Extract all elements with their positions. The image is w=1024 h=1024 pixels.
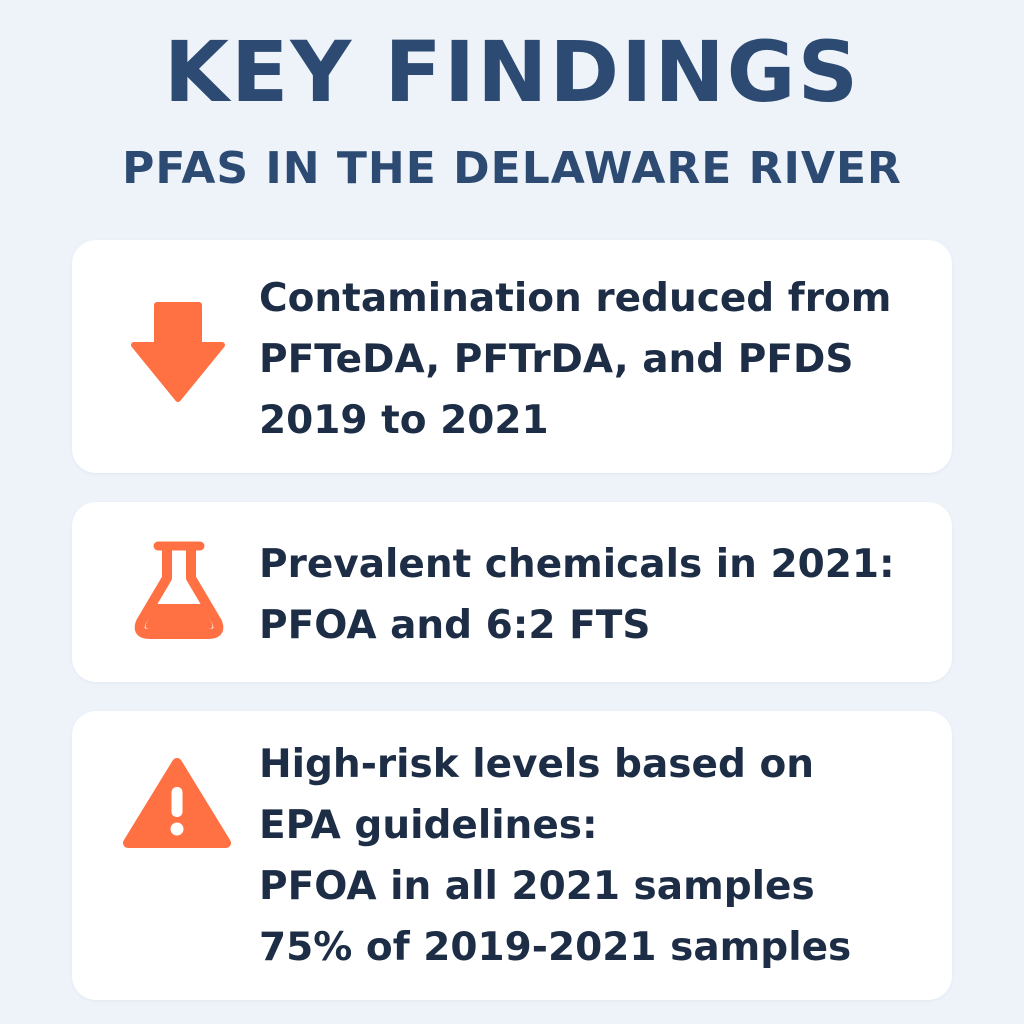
finding-line: Prevalent chemicals in 2021:: [259, 542, 895, 587]
finding-text: Prevalent chemicals in 2021: PFOA and 6:…: [259, 534, 928, 656]
finding-card-contamination-reduced: Contamination reduced from PFTeDA, PFTrD…: [72, 240, 952, 473]
flask-icon: [134, 541, 224, 639]
finding-line: PFOA and 6:2 FTS: [259, 603, 651, 648]
finding-line: PFTeDA, PFTrDA, and PFDS: [259, 337, 854, 382]
finding-line: 2019 to 2021: [259, 398, 549, 443]
finding-text: High-risk levels based on EPA guidelines…: [259, 734, 928, 978]
finding-line: PFOA in all 2021 samples: [259, 864, 815, 909]
finding-line: Contamination reduced from: [259, 276, 892, 321]
finding-line: EPA guidelines:: [259, 803, 598, 848]
finding-text: Contamination reduced from PFTeDA, PFTrD…: [259, 268, 928, 451]
finding-line: 75% of 2019-2021 samples: [259, 925, 852, 970]
page-title: KEY FINDINGS: [163, 23, 861, 121]
finding-card-prevalent-chemicals: Prevalent chemicals in 2021: PFOA and 6:…: [72, 502, 952, 682]
finding-card-high-risk-levels: High-risk levels based on EPA guidelines…: [72, 711, 952, 1000]
down-arrow-icon: [131, 302, 225, 402]
page-subtitle: PFAS IN THE DELAWARE RIVER: [122, 143, 902, 194]
finding-line: High-risk levels based on: [259, 742, 815, 787]
warning-icon: [123, 758, 231, 848]
